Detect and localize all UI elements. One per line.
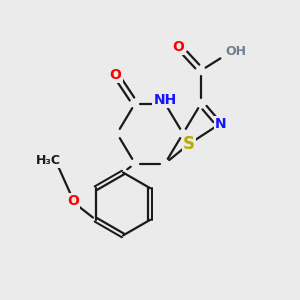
Text: H₃C: H₃C	[35, 154, 61, 167]
Text: S: S	[183, 135, 195, 153]
Text: O: O	[172, 40, 184, 54]
Text: OH: OH	[225, 45, 246, 58]
Text: N: N	[215, 118, 226, 131]
Text: O: O	[67, 194, 79, 208]
Text: NH: NH	[153, 93, 177, 107]
Text: O: O	[110, 68, 122, 82]
